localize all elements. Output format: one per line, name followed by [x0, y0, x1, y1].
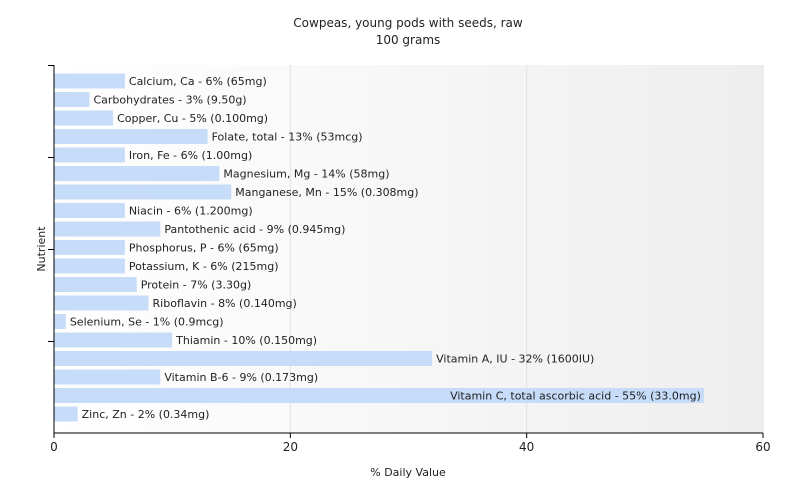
- bar: [54, 388, 704, 403]
- bar-label: Pantothenic acid - 9% (0.945mg): [164, 223, 345, 236]
- bar-label: Riboflavin - 8% (0.140mg): [153, 297, 297, 310]
- x-tick-label: 0: [50, 440, 58, 454]
- bar: [54, 184, 232, 200]
- bar: [54, 277, 137, 292]
- bar-label: Vitamin C, total ascorbic acid - 55% (33…: [450, 390, 701, 403]
- bar-label: Manganese, Mn - 15% (0.308mg): [235, 186, 418, 199]
- bar-label: Carbohydrates - 3% (9.50g): [93, 94, 246, 107]
- x-tick-label: 60: [755, 440, 770, 454]
- bar-label: Protein - 7% (3.30g): [141, 279, 252, 292]
- bars: Calcium, Ca - 6% (65mg) Carbohydrates - 3…: [54, 73, 704, 422]
- tick-labels: 0 20 40 60: [50, 440, 770, 454]
- bar: [54, 110, 114, 126]
- axes: [48, 65, 764, 438]
- bar: [54, 129, 208, 144]
- bar: [54, 406, 78, 422]
- bar-label: Niacin - 6% (1.200mg): [129, 205, 253, 218]
- bar: [54, 351, 433, 366]
- bar: [54, 203, 125, 218]
- bar: [54, 295, 149, 311]
- chart-subtitle: 100 grams: [376, 33, 441, 47]
- bar: [54, 147, 125, 163]
- bar-label: Vitamin A, IU - 32% (1600IU): [436, 353, 594, 366]
- bar: [54, 92, 90, 107]
- bar: [54, 166, 220, 181]
- bar-label: Magnesium, Mg - 14% (58mg): [223, 168, 389, 181]
- bar-label: Folate, total - 13% (53mcg): [212, 131, 363, 144]
- bar: [54, 369, 161, 385]
- x-tick-label: 20: [283, 440, 298, 454]
- bar-label: Zinc, Zn - 2% (0.34mg): [82, 408, 210, 421]
- plot-background: [54, 65, 763, 433]
- chart-title: Cowpeas, young pods with seeds, raw: [293, 16, 523, 30]
- y-axis-label: Nutrient: [35, 226, 48, 272]
- bar-label: Selenium, Se - 1% (0.9mcg): [70, 316, 224, 329]
- bar-label: Calcium, Ca - 6% (65mg): [129, 75, 267, 88]
- bar: [54, 332, 173, 348]
- bar: [54, 314, 66, 329]
- bar: [54, 221, 161, 237]
- bar: [54, 73, 125, 89]
- gridlines: [289, 65, 764, 433]
- x-tick-label: 40: [519, 440, 534, 454]
- bar-label: Potassium, K - 6% (215mg): [129, 260, 279, 273]
- x-axis-label: % Daily Value: [370, 466, 446, 479]
- bar-label: Copper, Cu - 5% (0.100mg): [117, 112, 268, 125]
- bar-label: Iron, Fe - 6% (1.00mg): [129, 149, 252, 162]
- bar-label: Phosphorus, P - 6% (65mg): [129, 242, 279, 255]
- bar: [54, 240, 125, 255]
- bar-label: Vitamin B-6 - 9% (0.173mg): [164, 371, 318, 384]
- bar: [54, 258, 125, 274]
- bar-label: Thiamin - 10% (0.150mg): [175, 334, 317, 347]
